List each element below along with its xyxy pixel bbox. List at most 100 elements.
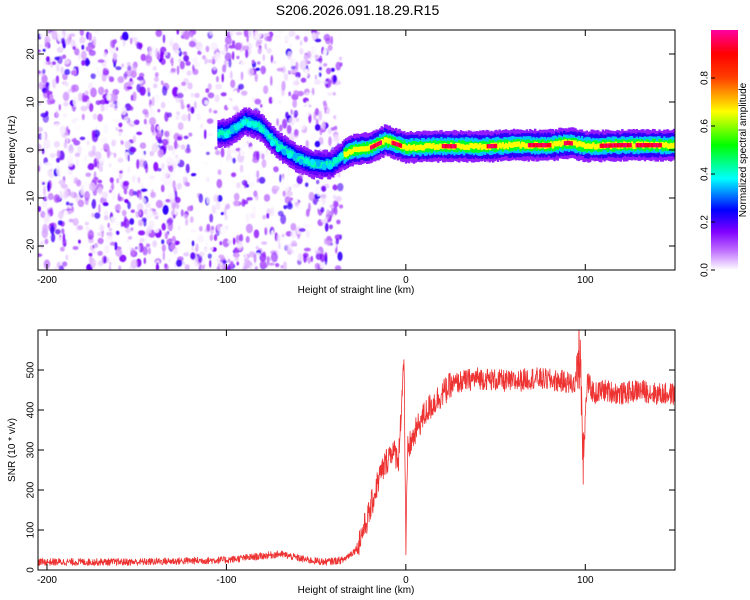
- speckle: [55, 63, 60, 73]
- ridge-hot-cell: [536, 143, 539, 148]
- speckle: [205, 138, 210, 147]
- speckle: [139, 266, 143, 270]
- speckle: [108, 227, 113, 232]
- ridge-blob: [333, 156, 339, 164]
- speckle: [69, 202, 74, 207]
- speckle: [330, 67, 335, 72]
- speckle: [268, 168, 274, 179]
- speckle: [205, 88, 210, 93]
- speckle: [187, 82, 193, 90]
- speckle: [207, 83, 212, 91]
- ridge-cell: [291, 151, 295, 157]
- speckle: [153, 83, 158, 89]
- speckle: [210, 225, 215, 231]
- ridge-cell: [582, 142, 585, 148]
- ridge-cell: [233, 125, 236, 130]
- ridge-cell: [425, 142, 429, 149]
- speckle: [266, 42, 272, 49]
- speckle: [176, 65, 180, 75]
- speckle: [157, 149, 164, 158]
- speckle: [97, 237, 104, 245]
- speckle: [325, 67, 332, 75]
- speckle: [295, 71, 301, 79]
- speckle: [293, 128, 299, 138]
- speckle: [149, 117, 157, 126]
- ridge-hot-cell: [490, 143, 493, 149]
- speckle: [62, 233, 66, 243]
- speckle: [217, 56, 221, 66]
- speckle: [168, 192, 175, 200]
- speckle: [229, 260, 234, 269]
- ridge-hot-cell: [539, 143, 542, 148]
- speckle: [111, 181, 114, 191]
- speckle: [293, 90, 299, 95]
- ridge-blob: [338, 152, 344, 159]
- ridge-hot-cell: [529, 143, 532, 148]
- speckle: [127, 154, 130, 162]
- speckle: [335, 61, 341, 71]
- ridge-cell: [588, 143, 592, 150]
- speckle: [68, 218, 74, 223]
- speckle: [73, 262, 77, 270]
- speckle: [72, 252, 78, 256]
- colorbar-tick-label: 0.0: [700, 263, 711, 277]
- speckle: [80, 185, 85, 196]
- speckle: [154, 41, 159, 46]
- speckle: [313, 45, 320, 55]
- speckle: [270, 252, 278, 263]
- speckle: [168, 197, 176, 205]
- speckle: [247, 173, 251, 183]
- ridge-cell: [671, 143, 674, 149]
- speckle: [175, 98, 181, 103]
- ridge-hot-cell: [621, 143, 624, 148]
- speckle: [275, 263, 280, 268]
- speckle: [276, 233, 281, 243]
- ridge-cell: [267, 133, 270, 139]
- speckle: [338, 204, 344, 209]
- ridge-cell: [668, 143, 671, 150]
- speckle: [72, 245, 79, 250]
- ridge-blob: [315, 160, 321, 168]
- ridge-cell: [464, 144, 467, 150]
- ridge-cell: [483, 144, 487, 150]
- ridge-cell: [585, 143, 589, 149]
- speckle: [245, 49, 249, 59]
- speckle: [312, 197, 319, 205]
- speckle: [330, 127, 335, 131]
- speckle: [127, 165, 131, 174]
- ridge-cell: [364, 146, 367, 152]
- ridge-blob: [292, 152, 298, 160]
- speckle: [102, 202, 109, 207]
- speckle: [273, 166, 279, 173]
- speckle: [318, 55, 323, 64]
- speckle: [38, 181, 42, 188]
- speckle: [241, 198, 246, 207]
- speckle: [164, 263, 168, 268]
- ridge-cell: [475, 143, 479, 149]
- ridge-cell: [466, 144, 469, 150]
- ridge-hot-cell: [547, 143, 550, 148]
- speckle: [91, 212, 96, 218]
- speckle: [316, 179, 320, 185]
- y-tick-label: 300: [26, 441, 37, 458]
- speckle: [85, 226, 89, 231]
- speckle: [173, 139, 178, 150]
- speckle: [291, 93, 299, 101]
- ridge-cell: [556, 141, 559, 147]
- speckle: [306, 111, 311, 117]
- ridge-blob: [229, 126, 235, 133]
- speckle: [323, 177, 328, 184]
- colorbar-ticks: 0.0 0.2 0.4 0.6 0.8: [700, 71, 715, 277]
- speckle: [59, 125, 67, 135]
- speckle: [136, 42, 141, 50]
- speckle: [193, 34, 197, 39]
- speckle: [254, 98, 262, 105]
- speckle: [89, 103, 94, 112]
- speckle: [108, 76, 115, 83]
- speckle: [229, 30, 235, 37]
- speckle: [84, 221, 90, 226]
- ridge-hot-cell: [398, 143, 401, 148]
- speckle: [131, 37, 138, 43]
- speckle: [224, 35, 232, 45]
- speckle: [130, 247, 136, 257]
